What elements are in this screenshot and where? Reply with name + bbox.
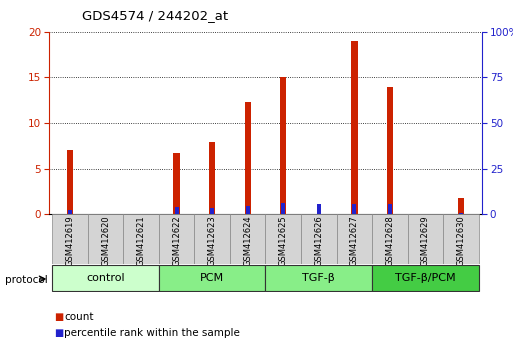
Bar [317, 204, 321, 214]
Bar [388, 204, 392, 214]
FancyBboxPatch shape [159, 265, 266, 291]
FancyBboxPatch shape [408, 214, 443, 264]
FancyBboxPatch shape [194, 214, 230, 264]
Text: GSM412621: GSM412621 [136, 216, 146, 266]
Text: GSM412622: GSM412622 [172, 216, 181, 266]
FancyBboxPatch shape [52, 265, 159, 291]
Text: GSM412625: GSM412625 [279, 216, 288, 266]
Bar [209, 142, 215, 214]
Text: GSM412620: GSM412620 [101, 216, 110, 266]
Text: protocol: protocol [5, 275, 48, 285]
Text: GDS4574 / 244202_at: GDS4574 / 244202_at [82, 9, 228, 22]
Text: TGF-β: TGF-β [302, 273, 335, 283]
Text: GSM412628: GSM412628 [385, 216, 394, 267]
Text: control: control [86, 273, 125, 283]
Bar [280, 76, 286, 214]
Bar [173, 153, 180, 214]
FancyBboxPatch shape [88, 214, 123, 264]
FancyBboxPatch shape [266, 214, 301, 264]
FancyBboxPatch shape [372, 214, 408, 264]
FancyBboxPatch shape [159, 214, 194, 264]
Text: GSM412627: GSM412627 [350, 216, 359, 267]
Text: percentile rank within the sample: percentile rank within the sample [64, 328, 240, 338]
Text: PCM: PCM [200, 273, 224, 283]
Bar [67, 150, 73, 214]
Text: TGF-β/PCM: TGF-β/PCM [395, 273, 456, 283]
FancyBboxPatch shape [337, 214, 372, 264]
Bar [387, 86, 393, 214]
FancyBboxPatch shape [266, 265, 372, 291]
FancyBboxPatch shape [230, 214, 266, 264]
Bar [210, 208, 214, 214]
Bar [459, 213, 463, 214]
Text: GSM412624: GSM412624 [243, 216, 252, 266]
Text: ■: ■ [54, 328, 63, 338]
Text: count: count [64, 312, 94, 322]
FancyBboxPatch shape [301, 214, 337, 264]
Text: GSM412629: GSM412629 [421, 216, 430, 266]
Text: GSM412623: GSM412623 [208, 216, 216, 267]
Bar [352, 204, 356, 214]
Bar [245, 102, 251, 214]
FancyBboxPatch shape [372, 265, 479, 291]
Text: GSM412619: GSM412619 [66, 216, 74, 266]
Bar [246, 206, 250, 214]
Bar [175, 207, 179, 214]
FancyBboxPatch shape [52, 214, 88, 264]
Text: GSM412630: GSM412630 [457, 216, 465, 267]
Bar [458, 198, 464, 214]
Text: ■: ■ [54, 312, 63, 322]
FancyBboxPatch shape [123, 214, 159, 264]
FancyBboxPatch shape [443, 214, 479, 264]
Text: GSM412626: GSM412626 [314, 216, 323, 267]
Bar [68, 210, 72, 214]
Bar [351, 41, 358, 214]
Bar [281, 203, 285, 214]
